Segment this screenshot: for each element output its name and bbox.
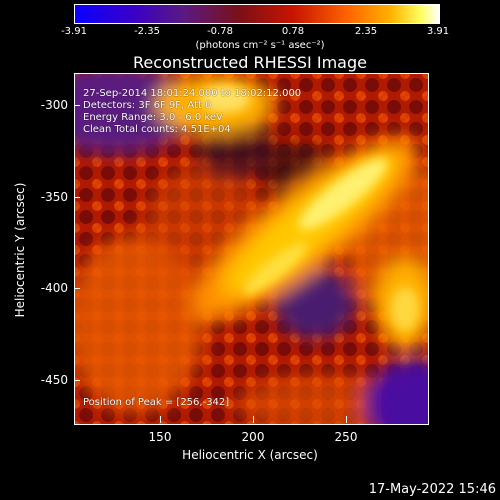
annotation-method: Clean Total counts: 4.51E+04 — [83, 124, 231, 135]
x-axis-label: Heliocentric X (arcsec) — [182, 448, 318, 462]
colorbar-units: (photons cm⁻² s⁻¹ asec⁻²) — [195, 40, 325, 51]
y-tick-label: -350 — [40, 190, 68, 204]
colorbar-tick: -3.91 — [61, 26, 87, 37]
plot-title: Reconstructed RHESSI Image — [133, 53, 367, 72]
y-tick-mark — [74, 105, 80, 106]
annotation-time: 27-Sep-2014 18:01:24.000 to 18:02:12.000 — [83, 88, 302, 99]
colorbar-tick: 2.35 — [354, 26, 378, 37]
y-tick-label: -300 — [40, 98, 68, 112]
y-tick-mark — [74, 197, 80, 198]
annotation-energy: Energy Range: 3.0 - 6.0 keV — [83, 112, 223, 123]
x-tick-label: 150 — [148, 430, 172, 444]
colorbar-tick: 0.78 — [281, 26, 305, 37]
y-tick-label: -450 — [40, 373, 68, 387]
y-tick-mark — [74, 380, 80, 381]
y-tick-mark — [74, 288, 80, 289]
x-tick-mark — [160, 416, 161, 423]
colorbar-tick: -0.78 — [207, 26, 233, 37]
x-tick-label: 250 — [334, 430, 358, 444]
annotation-peak: Position of Peak = [256,-342] — [83, 397, 230, 408]
x-tick-mark — [346, 416, 347, 423]
emission-core — [200, 85, 419, 331]
rhessi-image: 27-Sep-2014 18:01:24.000 to 18:02:12.000… — [74, 73, 429, 425]
annotation-detectors: Detectors: 3F 6F 9F, Att 0 — [83, 100, 212, 111]
footer-timestamp: 17-May-2022 15:46 — [368, 482, 496, 497]
colorbar — [74, 4, 440, 24]
y-axis-label: Heliocentric Y (arcsec) — [13, 182, 27, 318]
colorbar-tick: -2.35 — [134, 26, 160, 37]
heatmap — [75, 74, 428, 424]
x-tick-label: 200 — [241, 430, 265, 444]
colorbar-tick: 3.91 — [426, 26, 450, 37]
x-tick-mark — [253, 416, 254, 423]
y-tick-label: -400 — [40, 281, 68, 295]
